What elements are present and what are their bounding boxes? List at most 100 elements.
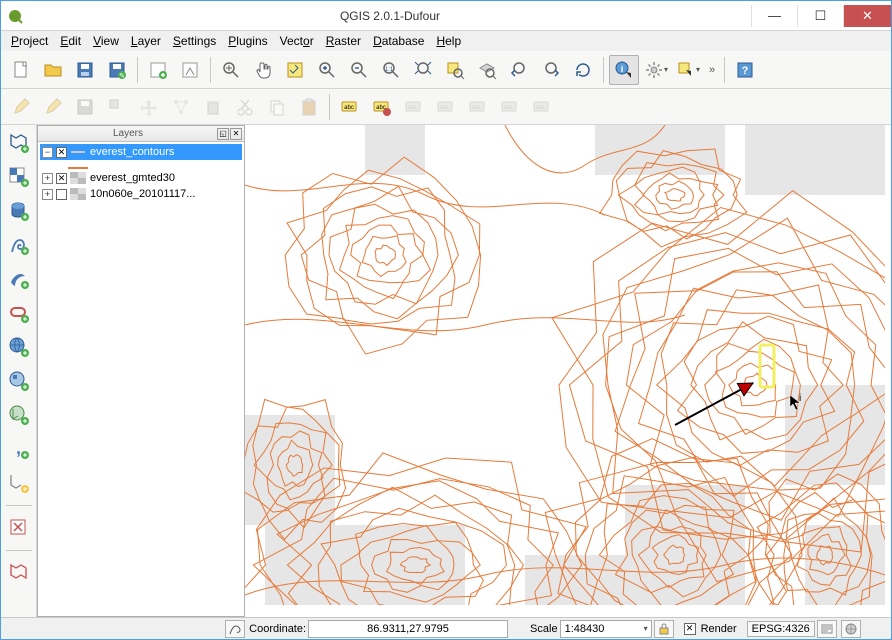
menu-view[interactable]: View <box>87 32 125 50</box>
label-tool-button[interactable]: abc <box>335 92 365 122</box>
crs-button[interactable]: EPSG:4326 <box>747 621 815 637</box>
layers-tree[interactable]: − ✕ everest_contours + ✕ everest_gmted30… <box>38 142 244 616</box>
zoom-next-button[interactable] <box>536 55 566 85</box>
maximize-button[interactable]: ☐ <box>797 5 843 27</box>
messages-button[interactable] <box>817 620 837 638</box>
layer-row-gmted[interactable]: + ✕ everest_gmted30 <box>40 170 242 186</box>
composer-manager-button[interactable] <box>175 55 205 85</box>
expand-icon[interactable]: + <box>42 173 53 184</box>
svg-text:i: i <box>621 64 624 74</box>
crs-label: EPSG:4326 <box>752 623 810 635</box>
zoom-in-tool-button[interactable] <box>312 55 342 85</box>
new-project-button[interactable] <box>6 55 36 85</box>
zoom-layer-button[interactable] <box>472 55 502 85</box>
lock-scale-button[interactable] <box>654 620 674 638</box>
label-rotate-button[interactable]: abc <box>495 92 525 122</box>
toolbar-separator <box>6 505 32 506</box>
save-as-button[interactable]: ✎ <box>102 55 132 85</box>
toolbar-overflow[interactable]: » <box>704 64 720 76</box>
label-highlight-button[interactable]: abc <box>367 92 397 122</box>
toggle-editing-button[interactable] <box>6 92 36 122</box>
options-button[interactable]: ▾ <box>641 55 671 85</box>
menu-plugins[interactable]: Plugins <box>222 32 273 50</box>
scale-label: Scale <box>530 623 558 635</box>
refresh-button[interactable] <box>568 55 598 85</box>
close-button[interactable]: ✕ <box>843 5 891 27</box>
zoom-out-tool-button[interactable] <box>344 55 374 85</box>
menu-layer[interactable]: Layer <box>125 32 167 50</box>
map-canvas[interactable]: i <box>245 125 891 617</box>
label-change-button[interactable]: abc <box>527 92 557 122</box>
menu-edit[interactable]: Edit <box>54 32 87 50</box>
zoom-selection-button[interactable] <box>440 55 470 85</box>
add-mssql-layer-button[interactable] <box>5 265 33 293</box>
save-edits-button[interactable] <box>70 92 100 122</box>
pan-selection-button[interactable] <box>280 55 310 85</box>
layer-visibility-checkbox[interactable]: ✕ <box>56 147 67 158</box>
zoom-last-button[interactable] <box>504 55 534 85</box>
map-svg: i <box>245 125 885 605</box>
layer-name: everest_gmted30 <box>90 172 175 184</box>
paste-button[interactable] <box>294 92 324 122</box>
svg-text:abc: abc <box>408 105 418 111</box>
label-pin-button[interactable]: abc <box>399 92 429 122</box>
edit-button[interactable] <box>38 92 68 122</box>
label-show-button[interactable]: abc <box>431 92 461 122</box>
layer-visibility-checkbox[interactable]: ✕ <box>56 173 67 184</box>
add-oracle-layer-button[interactable] <box>5 299 33 327</box>
zoom-in-button[interactable] <box>216 55 246 85</box>
open-project-button[interactable] <box>38 55 68 85</box>
identify-button[interactable]: i <box>609 55 639 85</box>
add-feature-button[interactable] <box>102 92 132 122</box>
toolbar-separator <box>724 57 725 83</box>
add-vector-layer-button[interactable] <box>5 129 33 157</box>
svg-text:,: , <box>16 438 21 458</box>
layer-raster-symbol-icon <box>70 172 86 184</box>
layers-panel-close-icon[interactable]: ✕ <box>230 128 242 140</box>
label-move-button[interactable]: abc <box>463 92 493 122</box>
remove-layer-button[interactable] <box>5 514 33 542</box>
zoom-native-button[interactable]: 1:1 <box>376 55 406 85</box>
menu-settings[interactable]: Settings <box>167 32 222 50</box>
layer-visibility-checkbox[interactable] <box>56 189 67 200</box>
menu-raster[interactable]: Raster <box>320 32 367 50</box>
add-wms-layer-button[interactable] <box>5 333 33 361</box>
node-tool-button[interactable] <box>166 92 196 122</box>
add-spatialite-layer-button[interactable] <box>5 231 33 259</box>
add-raster-layer-button[interactable] <box>5 163 33 191</box>
layer-row-contours[interactable]: − ✕ everest_contours <box>40 144 242 160</box>
scale-input[interactable] <box>560 620 652 638</box>
minimize-button[interactable]: — <box>751 5 797 27</box>
new-shapefile-button[interactable] <box>5 469 33 497</box>
add-delimited-text-button[interactable]: , <box>5 435 33 463</box>
zoom-full-button[interactable] <box>408 55 438 85</box>
expand-icon[interactable]: − <box>42 147 53 158</box>
save-button[interactable] <box>70 55 100 85</box>
menu-help[interactable]: Help <box>430 32 467 50</box>
menu-database[interactable]: Database <box>367 32 430 50</box>
delete-button[interactable] <box>198 92 228 122</box>
add-wcs-layer-button[interactable] <box>5 367 33 395</box>
move-feature-button[interactable] <box>134 92 164 122</box>
menu-vector[interactable]: Vector <box>274 32 320 50</box>
copy-button[interactable] <box>262 92 292 122</box>
render-checkbox[interactable]: ✕ <box>684 623 696 635</box>
svg-text:1:1: 1:1 <box>385 67 394 73</box>
layer-row-third[interactable]: + 10n060e_20101117... <box>40 186 242 202</box>
toolbar-separator <box>137 57 138 83</box>
crs-status-button[interactable] <box>841 620 861 638</box>
add-postgis-layer-button[interactable] <box>5 197 33 225</box>
cut-button[interactable] <box>230 92 260 122</box>
coordinate-input[interactable] <box>308 620 508 638</box>
pan-button[interactable] <box>248 55 278 85</box>
add-wfs-layer-button[interactable] <box>5 401 33 429</box>
expand-icon[interactable]: + <box>42 189 53 200</box>
new-print-composer-button[interactable] <box>143 55 173 85</box>
help-button[interactable]: ? <box>730 55 760 85</box>
select-button[interactable]: ▾ <box>673 55 703 85</box>
toggle-extents-button[interactable] <box>225 620 245 638</box>
layers-panel-float-icon[interactable]: ◱ <box>217 128 229 140</box>
gps-button[interactable] <box>5 559 33 587</box>
menu-project[interactable]: Project <box>5 32 54 50</box>
toolbar-separator <box>210 57 211 83</box>
